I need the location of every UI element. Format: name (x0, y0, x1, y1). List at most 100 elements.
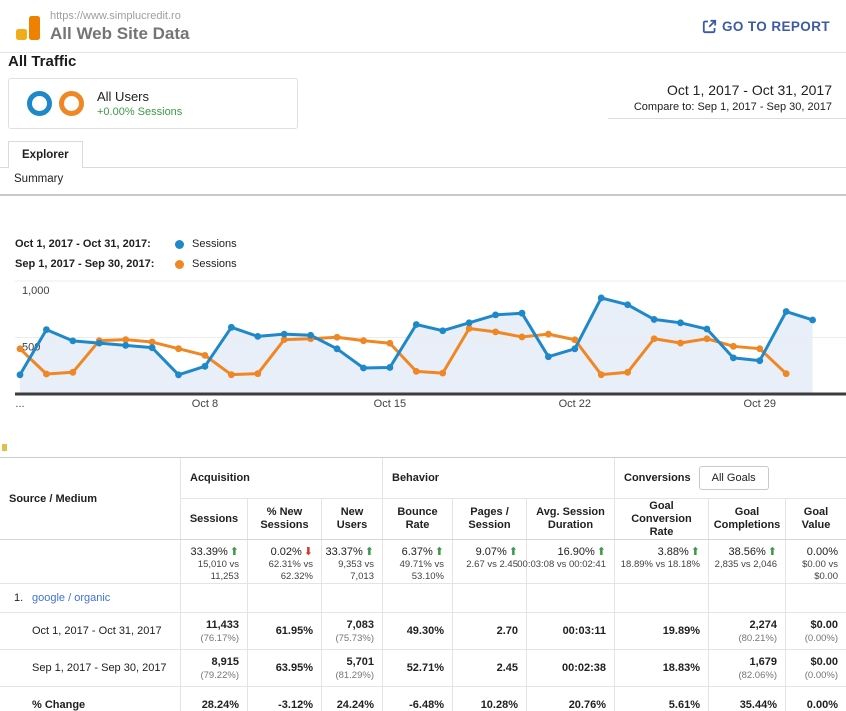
column-header[interactable]: Sessions (181, 499, 248, 539)
column-header-source-medium[interactable]: Source / Medium (0, 458, 181, 539)
compare-data-point (386, 339, 394, 347)
segment-card[interactable]: All Users +0.00% Sessions (8, 78, 298, 129)
go-to-report-link[interactable]: GO TO REPORT (702, 19, 830, 34)
group-label: Behavior (392, 472, 440, 484)
table-row: Sep 1, 2017 - Sep 30, 2017 8,915 (79.22%) 6… (0, 650, 846, 687)
segment-info: All Users +0.00% Sessions (97, 89, 182, 118)
current-data-point (95, 339, 103, 347)
table-header: Source / Medium Acquisition Sessions% New … (0, 458, 846, 540)
column-header[interactable]: Goal Value (801, 506, 831, 531)
summary-cell: 38.56% ⬆ 2,835 vs 2,046 (709, 540, 786, 583)
current-data-point (782, 308, 790, 315)
all-goals-select[interactable]: All Goals (698, 466, 769, 490)
x-axis-label: Oct 29 (743, 398, 776, 410)
current-period-donut-icon (27, 91, 52, 116)
arrow-up-icon: ⬆ (767, 546, 777, 558)
tab-explorer[interactable]: Explorer (8, 141, 83, 168)
summary-vs-values: 9,353 vs (338, 559, 374, 570)
compare-series-line (18, 326, 788, 377)
value-cell: 2,274 (80.21%) (709, 613, 786, 649)
summary-vs-values: 7,013 (350, 571, 374, 582)
value-percent-of-total: (76.17%) (200, 632, 239, 644)
summary-percent: 0.00% (806, 546, 838, 558)
compare-data-point (201, 351, 209, 359)
empty-cell (453, 584, 527, 612)
x-axis-label: Oct 22 (558, 398, 592, 410)
summary-percent: 6.37% (401, 546, 433, 558)
column-header[interactable]: Goal Conversion Rate (615, 499, 709, 539)
value-percent-of-total: (81.29%) (335, 669, 374, 681)
date-divider (608, 118, 846, 119)
compare-data-point (43, 370, 50, 378)
summary-cell: 0.00% $0.00 vs $0.00 (786, 540, 846, 583)
compare-data-point (254, 370, 262, 378)
current-data-point (254, 332, 262, 340)
external-link-icon (702, 19, 717, 34)
date-range[interactable]: Oct 1, 2017 - Oct 31, 2017 (667, 82, 832, 98)
x-axis-label: Oct 15 (373, 398, 407, 410)
empty-cell (248, 584, 322, 612)
value-cell: 20.76% (527, 687, 615, 711)
legend-compare-dot-icon (175, 259, 184, 269)
y-axis-label: 1,000 (22, 285, 50, 297)
current-data-point (439, 327, 447, 335)
value-main: 5,701 (346, 655, 374, 668)
column-header[interactable]: Goal Completions (709, 499, 786, 539)
summary-percent: 3.88% (657, 546, 689, 558)
legend-current-dot-icon (175, 239, 184, 249)
current-data-point (756, 357, 764, 365)
value-percent-of-total: (0.00%) (804, 632, 838, 644)
summary-percent: 33.37% (325, 546, 363, 558)
current-data-point (412, 321, 420, 328)
value-main: 63.95% (275, 661, 313, 674)
column-header[interactable]: % New Sessions (248, 499, 322, 539)
compare-data-point (280, 336, 288, 344)
compare-data-point (518, 333, 526, 341)
current-data-point (545, 353, 552, 361)
value-percent-of-total: (80.21%) (738, 632, 777, 644)
summary-vs-values: 15,010 vs (197, 559, 239, 570)
subtab-summary[interactable]: Summary (14, 173, 64, 185)
empty-cell (383, 584, 453, 612)
go-to-report-label: GO TO REPORT (721, 19, 830, 34)
header: https://www.simplucredit.ro All Web Site… (0, 0, 846, 53)
current-data-point (175, 371, 182, 379)
current-data-point (148, 344, 156, 352)
current-data-point (333, 345, 341, 353)
value-cell: 2.70 (453, 613, 527, 649)
compare-data-point (703, 335, 711, 343)
compare-data-point (439, 369, 447, 377)
source-link[interactable]: google / organic (32, 592, 111, 604)
summary-vs-values: 2,835 vs 2,046 (714, 559, 777, 570)
compare-period-donut-icon (59, 91, 84, 116)
value-main: 49.30% (406, 624, 444, 637)
x-axis-labels: ... Oct 8 Oct 15 Oct 22 Oct 29 (0, 398, 846, 412)
current-data-point (624, 301, 632, 309)
summary-cell: 3.88% ⬆ 18.89% vs 18.18% (615, 540, 709, 583)
column-header[interactable]: New Users (322, 499, 383, 539)
current-data-point (650, 316, 658, 323)
value-cell: 0.00% (786, 687, 846, 711)
value-main: 7,083 (346, 618, 374, 631)
current-data-point (729, 354, 737, 362)
current-data-point (597, 294, 605, 302)
value-cell: 18.83% (615, 650, 709, 686)
value-cell: -6.48% (383, 687, 453, 711)
value-main: -6.48% (409, 698, 444, 711)
column-header[interactable]: Pages / Session (453, 499, 527, 539)
value-main: 10.28% (480, 698, 518, 711)
segment-delta: +0.00% Sessions (97, 106, 183, 118)
chart-legend: Oct 1, 2017 - Oct 31, 2017: Sessions Sep… (15, 234, 237, 274)
current-data-point (360, 364, 367, 372)
value-main: 24.24% (336, 698, 374, 711)
current-data-point (703, 325, 711, 333)
summary-vs-values: 53.10% (411, 571, 444, 582)
value-main: -3.12% (278, 698, 313, 711)
table-row: Oct 1, 2017 - Oct 31, 2017 11,433 (76.17%)… (0, 613, 846, 650)
column-header[interactable]: Avg. Session Duration (527, 499, 615, 539)
value-main: 11,433 (205, 618, 239, 631)
summary-cell: 9.07% ⬆ 2.67 vs 2.45 (453, 540, 527, 583)
column-header[interactable]: Bounce Rate (383, 499, 453, 539)
value-cell: 63.95% (248, 650, 322, 686)
